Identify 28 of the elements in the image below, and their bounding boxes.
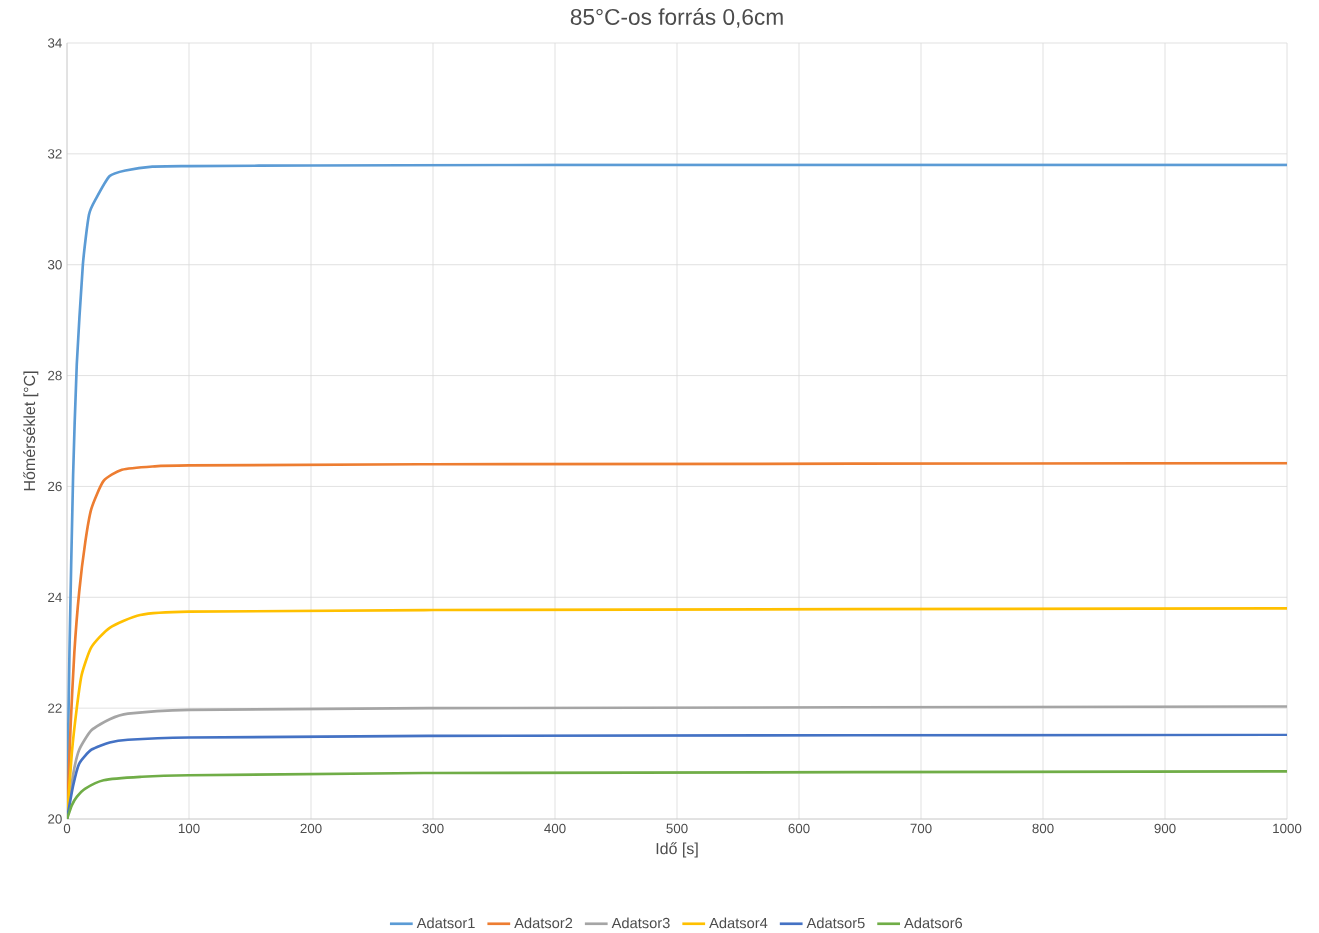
- x-tick-label: 200: [300, 823, 322, 834]
- x-tick-label: 400: [544, 823, 566, 834]
- legend-label: Adatsor5: [806, 917, 865, 929]
- y-tick-label: 34: [47, 38, 62, 48]
- chart-title: 85°C-os forrás 0,6cm: [570, 8, 783, 28]
- x-tick-label: 1000: [1273, 823, 1302, 834]
- y-tick-label: 26: [48, 481, 62, 492]
- y-tick-label: 32: [47, 149, 62, 159]
- legend-label: Adatsor4: [709, 917, 768, 929]
- x-axis-title: Idő [s]: [656, 842, 698, 858]
- x-tick-label: 0: [63, 823, 71, 834]
- x-tick-label: 300: [422, 823, 444, 834]
- y-tick-label: 20: [48, 814, 62, 824]
- x-tick-label: 500: [666, 823, 688, 834]
- y-tick-label: 24: [48, 592, 62, 602]
- y-tick-label: 30: [47, 260, 62, 270]
- legend-label: Adatsor3: [611, 917, 670, 929]
- legend-label: Adatsor1: [416, 917, 475, 929]
- x-tick-label: 900: [1154, 823, 1176, 834]
- y-tick-label: 28: [48, 370, 62, 381]
- x-tick-label: 700: [910, 823, 932, 834]
- x-tick-label: 600: [788, 823, 810, 834]
- legend-label: Adatsor2: [514, 917, 573, 929]
- x-tick-label: 800: [1032, 823, 1054, 834]
- y-axis-title: Hőmérséklet [°C]: [23, 371, 39, 491]
- legend-label: Adatsor6: [904, 917, 963, 929]
- x-tick-label: 100: [178, 823, 200, 834]
- y-tick-label: 22: [48, 703, 62, 713]
